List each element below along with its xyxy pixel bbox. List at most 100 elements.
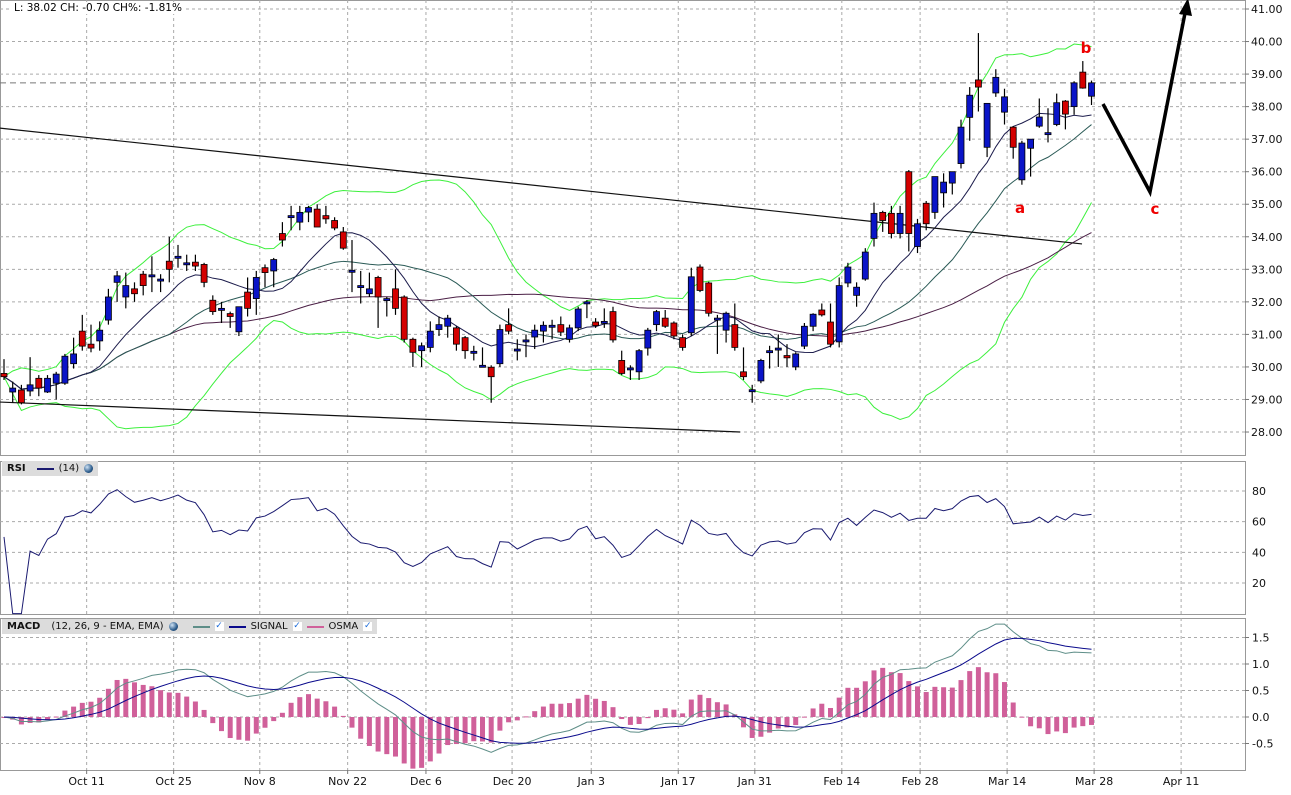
osma-bar — [158, 690, 164, 717]
osma-bar — [236, 717, 242, 740]
osma-bar — [497, 717, 503, 731]
osma-bar — [227, 717, 233, 739]
candle-body — [339, 231, 347, 249]
candle-body — [244, 291, 252, 309]
candle — [1009, 126, 1017, 159]
candle-body — [9, 387, 17, 393]
osma-bar — [419, 717, 425, 768]
wave-label-b: b — [1081, 39, 1092, 57]
panel-frame-rsi — [0, 461, 1246, 615]
candle-body — [513, 348, 521, 352]
osma-bar — [697, 694, 703, 717]
candle — [78, 314, 86, 351]
candle-body — [452, 327, 460, 345]
osma-bar — [801, 716, 807, 718]
candle — [914, 218, 921, 254]
x-tick-label: Oct 11 — [68, 775, 105, 788]
checkbox-check-icon[interactable]: ✓ — [292, 621, 302, 631]
candle-body — [687, 276, 695, 334]
candle-body — [679, 337, 686, 348]
osma-bar — [184, 696, 190, 717]
osma-bar — [375, 717, 381, 752]
candle-body — [566, 327, 573, 340]
osma-bar — [567, 703, 572, 717]
candle — [679, 334, 686, 351]
osma-bar — [410, 717, 416, 769]
rsi-tick-label: 20 — [1252, 577, 1266, 590]
candle — [348, 240, 356, 293]
osma-bar — [140, 684, 146, 717]
rsi-tick-label: 40 — [1252, 546, 1266, 559]
candle-body — [157, 278, 165, 282]
candle-body — [670, 322, 678, 337]
candle — [470, 345, 478, 361]
candle-body — [148, 274, 156, 278]
osma-bar — [845, 687, 851, 717]
candle — [296, 205, 304, 231]
osma-bar — [279, 712, 285, 717]
candle-body — [470, 350, 478, 354]
osma-bar — [810, 708, 816, 717]
osma-bar — [1019, 716, 1025, 718]
candle — [609, 306, 617, 343]
candle-body — [748, 389, 756, 393]
candle — [731, 303, 739, 351]
x-tick-label: Nov 22 — [328, 775, 367, 788]
candle-body — [165, 260, 173, 270]
osma-bar — [219, 717, 224, 732]
candle-body — [218, 307, 225, 311]
osma-bar — [253, 717, 259, 734]
candle — [287, 205, 295, 231]
globe-icon[interactable] — [84, 464, 94, 473]
osma-bar — [201, 709, 207, 717]
candle — [383, 296, 391, 317]
checkbox-check-icon[interactable]: ✓ — [214, 621, 224, 631]
candle — [635, 349, 643, 380]
osma-bar — [915, 686, 920, 717]
macd-tick-label: 1.0 — [1252, 658, 1270, 671]
globe-icon[interactable] — [168, 622, 178, 631]
candle — [35, 375, 43, 397]
macd-line — [3, 623, 1092, 753]
macd-legend[interactable]: MACD (12, 26, 9 - EMA, EMA) ✓ SIGNAL ✓ O… — [2, 619, 378, 634]
candle — [487, 365, 495, 403]
osma-bar — [401, 717, 407, 764]
osma-bar — [636, 717, 642, 724]
candle-body — [922, 202, 930, 225]
x-tick-label: Oct 25 — [155, 775, 192, 788]
candle-body — [1070, 82, 1078, 108]
osma-bar — [1002, 682, 1007, 717]
candle — [174, 244, 182, 268]
candle — [983, 102, 991, 158]
osma-bar — [619, 717, 625, 720]
osma-bar — [906, 681, 912, 717]
candle-body — [1044, 132, 1052, 136]
candle — [557, 316, 565, 337]
candle-body — [1079, 71, 1087, 89]
candle-body — [661, 317, 669, 327]
osma-bar — [923, 692, 929, 717]
macd-legend-name: MACD — [7, 621, 41, 632]
osma-bar — [575, 698, 581, 717]
candle — [357, 270, 365, 304]
candle — [444, 314, 452, 338]
osma-bar — [53, 716, 59, 718]
osma-bar — [627, 717, 633, 725]
candle — [522, 334, 530, 358]
candle-body — [844, 266, 852, 284]
candle-body — [618, 360, 626, 374]
candle — [879, 210, 887, 232]
osma-bar — [523, 716, 529, 718]
price-tick-label: 39.00 — [1251, 68, 1283, 81]
rsi-legend-params: (14) — [58, 463, 80, 474]
candle-body — [496, 329, 504, 365]
candle — [235, 306, 243, 337]
candle — [566, 324, 573, 343]
candle-body — [96, 329, 104, 342]
candle-body — [191, 261, 199, 267]
candle — [505, 308, 513, 335]
candle-body — [548, 324, 556, 328]
checkbox-check-icon[interactable]: ✓ — [363, 621, 373, 631]
rsi-legend[interactable]: RSI (14) — [2, 461, 99, 476]
